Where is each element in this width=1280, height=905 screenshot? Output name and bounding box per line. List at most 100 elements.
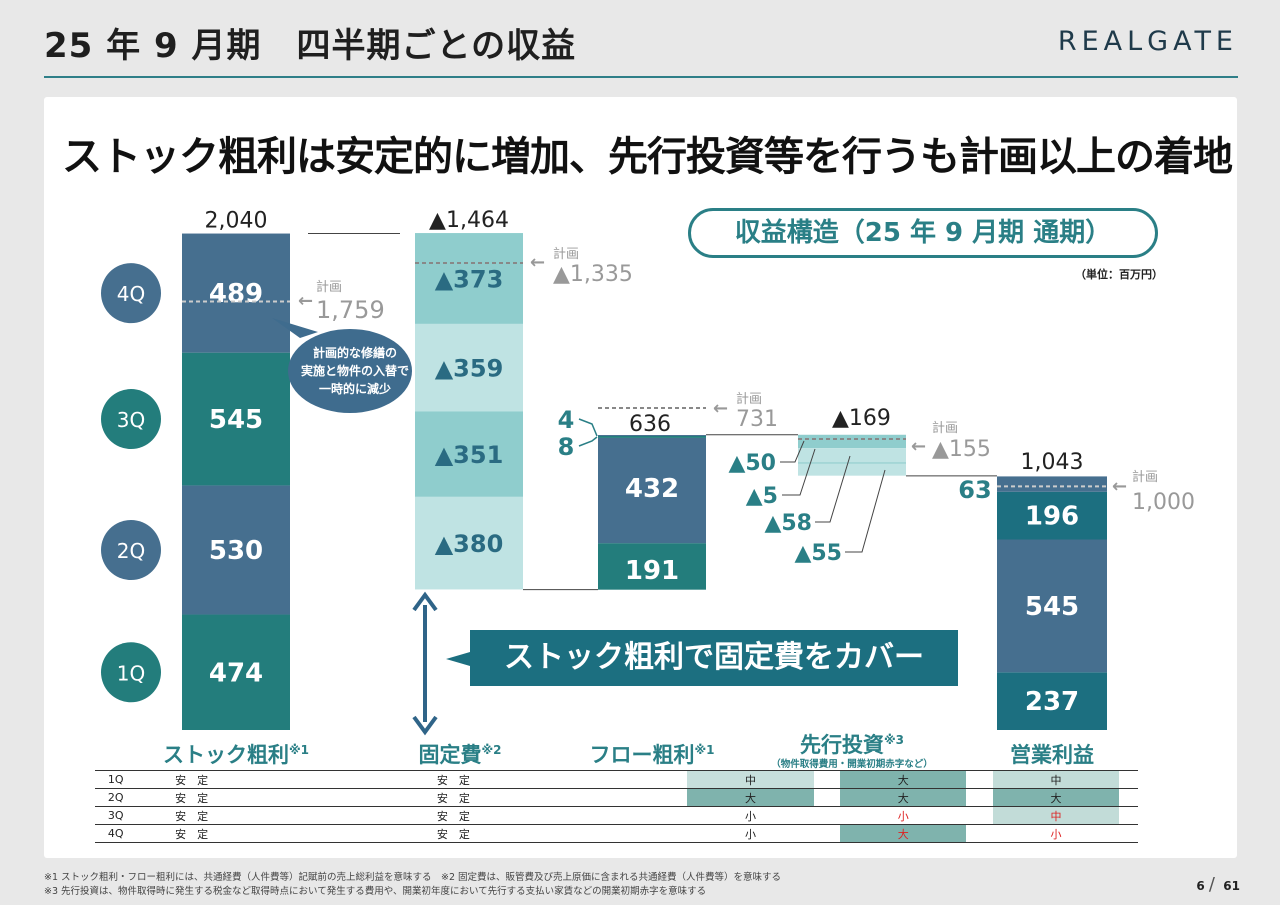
matrix-cell <box>813 824 840 843</box>
op-plan-value: 1,000 <box>1132 490 1195 515</box>
stock-bar-4Q <box>182 233 290 353</box>
op-plan-label: 計画 <box>1132 469 1158 485</box>
footnote-1: ※1 ストック粗利・フロー粗利には、共通経費（人件費等）記賦前の売上総利益を意味… <box>44 872 782 883</box>
invest-value-3Q: ▲5 <box>746 484 778 509</box>
flow-plan-arrow: ← <box>713 398 728 419</box>
page-title: 25 年 9 月期 四半期ごとの収益 <box>44 26 577 66</box>
invest-bar-2Q <box>798 448 906 463</box>
matrix-cell <box>966 788 993 807</box>
matrix-cell: 1Q <box>95 770 137 789</box>
quarter-badge-1Q <box>101 642 161 703</box>
op-bar-4Q <box>997 476 1107 492</box>
matrix-row: 2Q 安 定安 定大大大 <box>95 788 1138 807</box>
title-divider <box>44 76 1238 78</box>
unit-label: （単位：百万円） <box>1075 268 1163 281</box>
matrix-row: 3Q 安 定安 定小小中 <box>95 806 1138 825</box>
matrix-row: 1Q 安 定安 定中大中 <box>95 770 1138 789</box>
matrix-cell <box>966 806 993 825</box>
matrix-cell: 安 定 <box>246 788 560 807</box>
revenue-structure-badge: 収益構造（25 年 9 月期 通期） <box>688 208 1158 258</box>
page-separator: / <box>1208 874 1215 895</box>
category-label-4: 営業利益 <box>1010 743 1094 767</box>
quarter-label-4Q: 4Q <box>117 282 145 306</box>
page-number: 6 / 61 <box>1196 874 1240 895</box>
fixed-value-4Q: ▲380 <box>435 530 504 558</box>
stock-value-4Q: 489 <box>209 279 263 309</box>
category-label-1: 固定費※2 <box>418 743 501 767</box>
matrix-cell <box>813 788 840 807</box>
matrix-cell: 大 <box>687 788 814 807</box>
matrix-cell: 中 <box>992 806 1120 825</box>
matrix-cell: 中 <box>992 770 1120 789</box>
flow-bar-2Q <box>598 437 706 544</box>
flow-plan-label: 計画 <box>736 391 762 407</box>
matrix-row: 4Q 安 定安 定小大小 <box>95 824 1138 843</box>
stock-total: 2,040 <box>205 209 268 234</box>
matrix-cell: 小 <box>687 806 814 825</box>
invest-bar-1Q <box>798 434 906 449</box>
fixed-total: ▲1,464 <box>429 208 509 233</box>
cover-arrow-head-bottom <box>412 715 438 736</box>
stock-plan-value: 1,759 <box>316 296 385 324</box>
invest-3Q-leader <box>782 448 816 496</box>
fixed-bar-1Q <box>415 233 523 324</box>
stability-matrix: 1Q 安 定安 定中大中 2Q 安 定安 定大大大 3Q 安 定安 定小小中 4Q 安 定安 … <box>95 770 1138 843</box>
matrix-cell <box>1119 770 1138 789</box>
cover-arrow-head-top <box>412 591 438 612</box>
matrix-cell <box>559 770 688 789</box>
matrix-cell <box>813 770 840 789</box>
category-label-0: ストック粗利※1 <box>163 743 309 767</box>
op-value-3Q: 196 <box>1025 502 1079 532</box>
stock-plan-arrow: ← <box>298 291 313 312</box>
fixed-value-1Q: ▲373 <box>435 265 504 293</box>
flow-value-3Q: 8 <box>558 433 575 461</box>
invest-plan-arrow: ← <box>911 436 926 457</box>
matrix-cell: 小 <box>687 824 814 843</box>
flow-3Q-leader <box>578 436 598 447</box>
quarter-label-1Q: 1Q <box>117 661 145 685</box>
matrix-cell: 小 <box>840 806 967 825</box>
footnote-2: ※3 先行投資は、物件取得時に発生する税金など取得時点において発生する費用や、開… <box>44 886 707 897</box>
fixed-plan-value: ▲1,335 <box>553 262 633 287</box>
quarter-badge-3Q <box>101 389 161 450</box>
matrix-cell: 大 <box>840 788 967 807</box>
stock-bar-1Q <box>182 614 290 730</box>
invest-value-4Q: ▲50 <box>728 451 776 476</box>
stock-plan-label: 計画 <box>316 279 342 295</box>
op-bar-2Q <box>997 539 1107 673</box>
callout-pointer <box>446 652 470 666</box>
matrix-cell <box>559 788 688 807</box>
flow-bar-1Q <box>598 543 706 590</box>
invest-bar-3Q <box>798 462 906 464</box>
matrix-cell <box>1119 824 1138 843</box>
matrix-cell <box>559 806 688 825</box>
invest-bar-4Q <box>798 463 906 476</box>
flow-bar-3Q <box>598 435 706 438</box>
op-bar-1Q <box>997 672 1107 730</box>
invest-2Q-leader <box>815 455 851 523</box>
invest-1Q-leader <box>845 469 886 553</box>
quarter-label-2Q: 2Q <box>117 539 145 563</box>
category-label-2: フロー粗利※1 <box>589 743 714 767</box>
matrix-cell: 安 定 <box>136 824 247 843</box>
fixed-value-3Q: ▲351 <box>435 441 504 469</box>
matrix-cell <box>966 770 993 789</box>
fixed-bar-3Q <box>415 411 523 497</box>
fixed-bar-4Q <box>415 496 523 590</box>
fixed-plan-arrow: ← <box>530 252 545 273</box>
fixed-plan-label: 計画 <box>553 246 579 262</box>
quarter-badge-2Q <box>101 519 161 580</box>
quarter-label-3Q: 3Q <box>117 408 145 432</box>
bubble-tail <box>272 318 318 338</box>
matrix-cell: 大 <box>840 770 967 789</box>
flow-total: 636 <box>629 412 671 437</box>
invest-plan-value: ▲155 <box>932 437 991 462</box>
matrix-cell: 安 定 <box>136 788 247 807</box>
headline: ストック粗利は安定的に増加、先行投資等を行うも計画以上の着地 <box>62 134 1233 180</box>
op-bar-3Q <box>997 491 1107 540</box>
invest-total: ▲169 <box>832 406 891 431</box>
matrix-cell: 安 定 <box>136 770 247 789</box>
matrix-cell <box>966 824 993 843</box>
matrix-cell: 大 <box>840 824 967 843</box>
op-value-2Q: 545 <box>1025 592 1079 622</box>
